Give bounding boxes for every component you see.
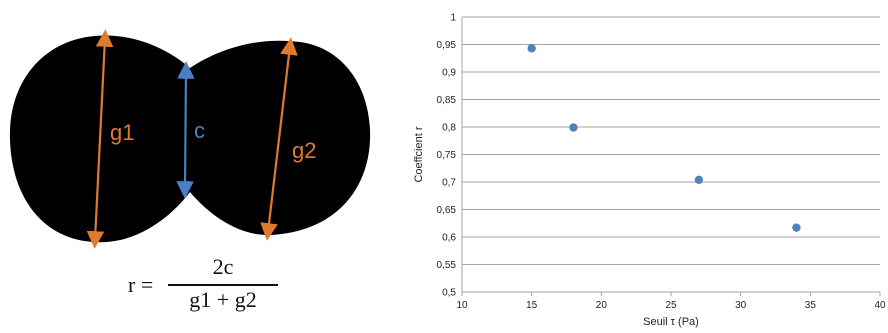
y-tick-label: 0,7: [442, 178, 456, 189]
data-point: [527, 44, 536, 53]
g2-label: g2: [292, 138, 316, 163]
formula-denominator: g1 + g2: [189, 287, 257, 312]
x-axis-label: Seuil τ (Pa): [643, 316, 699, 328]
fraction-bar: [168, 284, 278, 286]
data-point: [792, 223, 801, 232]
x-tick-label: 10: [456, 300, 468, 311]
c-arrow: [176, 61, 195, 199]
x-tick-label: 35: [805, 300, 817, 311]
x-tick-label: 15: [526, 300, 538, 311]
y-tick-label: 0,6: [442, 233, 456, 244]
g1-arrow: [86, 29, 114, 249]
y-tick-label: 0,75: [437, 150, 457, 161]
g1-label: g1: [110, 120, 134, 145]
y-tick-label: 0,9: [442, 68, 456, 79]
y-tick-label: 0,85: [437, 95, 457, 106]
y-tick-label: 0,65: [437, 205, 457, 216]
x-tick-label: 40: [874, 300, 886, 311]
formula-numerator: 2c: [212, 254, 234, 279]
y-tick-label: 1: [450, 13, 456, 24]
data-point: [694, 175, 704, 184]
scatter-chart: 0,50,550,60,650,70,750,80,850,90,951 10 1…: [413, 13, 886, 329]
x-tick-label: 25: [665, 300, 677, 311]
y-tick-label: 0,8: [442, 123, 456, 134]
x-tick-label: 30: [735, 300, 747, 311]
c-label: c: [194, 118, 205, 143]
formula-lhs: r =: [128, 272, 154, 297]
x-tick-labels: 10 15 20 25 30 35 40: [456, 300, 886, 311]
x-tick-label: 20: [596, 300, 608, 311]
shape-diagram: g1 c g2: [9, 29, 371, 249]
y-tick-label: 0,55: [437, 260, 457, 271]
ratio-formula: r = 2c g1 + g2: [128, 252, 288, 322]
y-tick-labels: 0,5 0,55 0,6 0,65 0,7 0,75 0,8 0,85 0,9 0,95 1: [437, 13, 457, 299]
y-tick-label: 0,95: [437, 40, 457, 51]
data-point: [569, 123, 578, 132]
data-points: [527, 44, 801, 232]
g2-arrow: [260, 37, 298, 241]
y-axis-label: Coeffcient r: [413, 126, 425, 182]
gridlines: [461, 16, 881, 296]
y-tick-label: 0,5: [442, 288, 456, 299]
